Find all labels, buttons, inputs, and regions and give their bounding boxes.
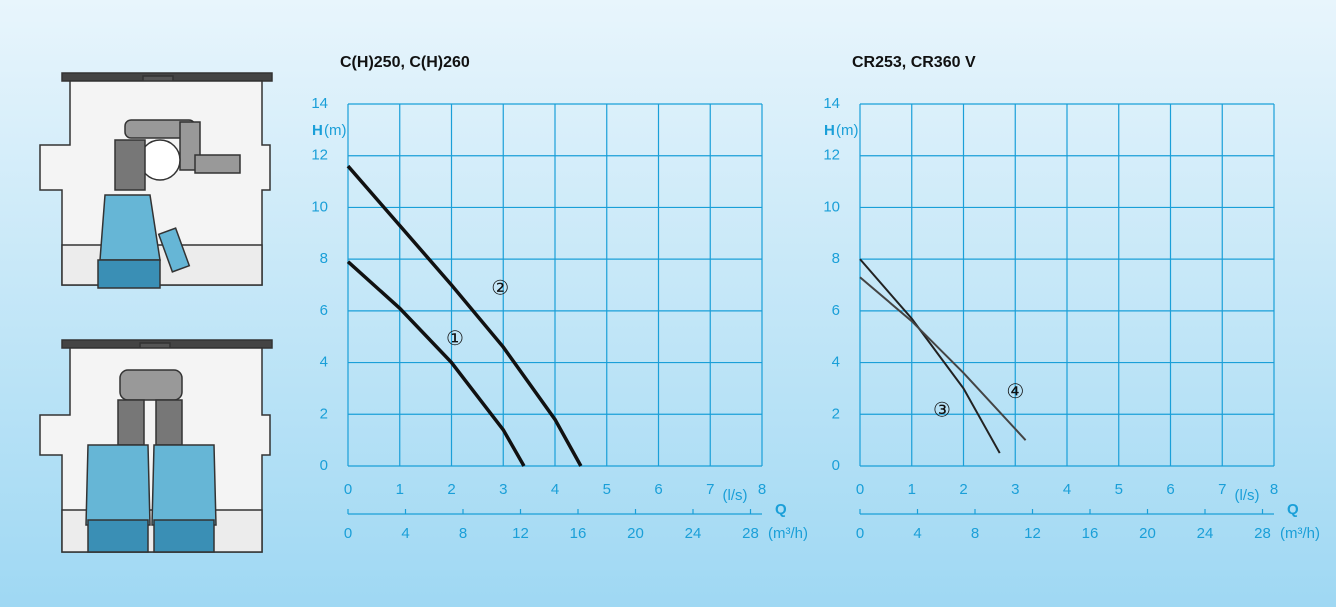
y-tick-label: 0 <box>320 457 328 474</box>
tank-illustration <box>39 339 273 553</box>
x2-tick-label: 24 <box>685 525 702 542</box>
x2-tick-label: 16 <box>570 525 587 542</box>
x-tick-label: 2 <box>959 481 967 498</box>
curve-label: ① <box>446 328 464 350</box>
y-label: H <box>824 122 835 139</box>
x-label: Q <box>1287 501 1299 518</box>
y-tick-label: 4 <box>320 354 328 371</box>
x-tick-label: 5 <box>1115 481 1123 498</box>
y-tick-label: 4 <box>832 354 840 371</box>
x2-tick-label: 16 <box>1082 525 1099 542</box>
x-tick-label: 8 <box>1270 481 1278 498</box>
x-tick-label: 1 <box>396 481 404 498</box>
x2-tick-label: 0 <box>856 525 864 542</box>
x-tick-label: 6 <box>1166 481 1174 498</box>
curve <box>346 260 526 467</box>
x-tick-label: 4 <box>551 481 559 498</box>
x2-unit: (m³/h) <box>768 525 808 542</box>
x-unit: (l/s) <box>1235 487 1260 504</box>
chart-title: C(H)250, C(H)260 <box>340 54 470 71</box>
curve-label: ③ <box>933 399 951 421</box>
y-tick-label: 8 <box>832 250 840 267</box>
x2-tick-label: 0 <box>344 525 352 542</box>
x-label: Q <box>775 501 787 518</box>
x-tick-label: 1 <box>908 481 916 498</box>
y-label: H <box>312 122 323 139</box>
x2-tick-label: 20 <box>1139 525 1156 542</box>
x-tick-label: 7 <box>1218 481 1226 498</box>
x2-tick-label: 12 <box>512 525 529 542</box>
y-tick-label: 2 <box>832 405 840 422</box>
y-tick-label: 14 <box>823 95 840 112</box>
y-tick-label: 12 <box>311 147 328 164</box>
y-tick-label: 10 <box>311 198 328 215</box>
y-tick-label: 10 <box>823 198 840 215</box>
curve <box>859 276 1027 441</box>
curve-label: ④ <box>1006 381 1024 403</box>
x-unit: (l/s) <box>723 487 748 504</box>
chart-title: CR253, CR360 V <box>852 54 976 71</box>
x-tick-label: 2 <box>447 481 455 498</box>
x-tick-label: 6 <box>654 481 662 498</box>
x2-tick-label: 4 <box>401 525 409 542</box>
x-tick-label: 3 <box>499 481 507 498</box>
tank-illustration <box>39 72 273 289</box>
x-tick-label: 0 <box>856 481 864 498</box>
x2-tick-label: 24 <box>1197 525 1214 542</box>
x2-tick-label: 8 <box>971 525 979 542</box>
curve-label: ② <box>491 277 509 299</box>
x2-tick-label: 20 <box>627 525 644 542</box>
y-tick-label: 0 <box>832 457 840 474</box>
x-tick-label: 8 <box>758 481 766 498</box>
y-tick-label: 6 <box>320 302 328 319</box>
x2-tick-label: 12 <box>1024 525 1041 542</box>
x-tick-label: 0 <box>344 481 352 498</box>
x2-tick-label: 4 <box>913 525 921 542</box>
x2-tick-label: 28 <box>1254 525 1271 542</box>
curve <box>859 258 1001 454</box>
x2-tick-label: 28 <box>742 525 759 542</box>
x2-tick-label: 8 <box>459 525 467 542</box>
curve <box>346 164 583 467</box>
x-tick-label: 3 <box>1011 481 1019 498</box>
x-tick-label: 5 <box>603 481 611 498</box>
y-unit: (m) <box>324 122 347 139</box>
y-unit: (m) <box>836 122 859 139</box>
x-tick-label: 7 <box>706 481 714 498</box>
y-tick-label: 8 <box>320 250 328 267</box>
y-tick-label: 6 <box>832 302 840 319</box>
y-tick-label: 14 <box>311 95 328 112</box>
y-tick-label: 2 <box>320 405 328 422</box>
x-tick-label: 4 <box>1063 481 1071 498</box>
x2-unit: (m³/h) <box>1280 525 1320 542</box>
y-tick-label: 12 <box>823 147 840 164</box>
